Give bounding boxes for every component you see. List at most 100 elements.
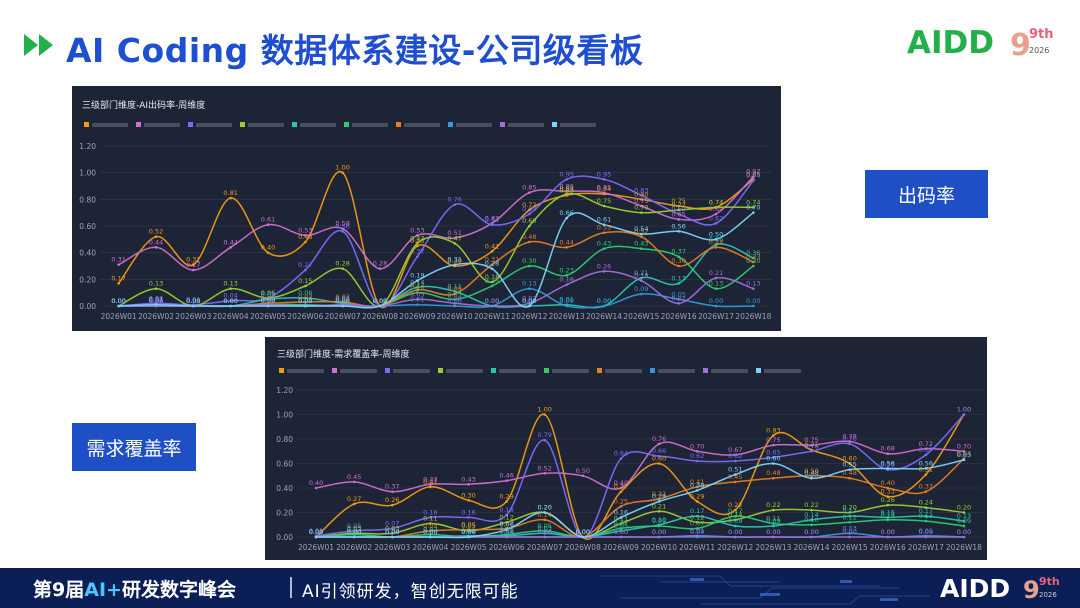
series-line[interactable] [118,270,754,307]
data-point[interactable] [266,223,270,226]
data-point[interactable] [772,434,775,437]
data-point[interactable] [733,508,737,512]
data-point[interactable] [429,529,432,533]
data-point[interactable] [453,203,456,206]
data-point[interactable] [772,443,775,447]
data-point[interactable] [695,489,699,492]
data-point[interactable] [304,234,307,237]
series-line[interactable] [118,176,754,271]
data-point[interactable] [924,467,928,470]
data-point[interactable] [695,485,699,489]
data-point[interactable] [117,263,120,266]
data-point[interactable] [677,298,680,301]
data-point[interactable] [695,449,699,453]
legend-swatch[interactable] [332,368,337,373]
data-point[interactable] [886,452,890,455]
data-point[interactable] [467,535,470,539]
data-point[interactable] [677,230,680,233]
data-point[interactable] [390,490,394,493]
legend-swatch[interactable] [292,122,297,127]
data-point[interactable] [581,535,585,539]
data-point[interactable] [490,284,494,288]
series-line[interactable] [315,440,964,493]
data-point[interactable] [602,247,606,250]
data-point[interactable] [619,529,623,533]
series-line[interactable] [316,413,965,538]
data-point[interactable] [192,263,195,266]
data-point[interactable] [528,224,531,228]
data-point[interactable] [886,518,890,522]
data-point[interactable] [733,459,737,463]
data-point[interactable] [416,291,419,294]
legend-swatch[interactable] [597,368,602,373]
data-point[interactable] [602,204,606,208]
data-point[interactable] [714,276,718,280]
data-point[interactable] [565,178,568,181]
data-point[interactable] [378,304,382,308]
data-point[interactable] [810,535,813,539]
data-point[interactable] [772,524,775,528]
data-point[interactable] [505,533,508,536]
data-point[interactable] [886,516,890,519]
data-point[interactable] [416,298,419,301]
data-point[interactable] [695,527,699,530]
data-point[interactable] [733,524,737,528]
legend-swatch[interactable] [703,368,708,373]
legend-swatch[interactable] [438,368,443,373]
data-point[interactable] [772,522,775,525]
data-point[interactable] [886,486,890,490]
data-point[interactable] [640,279,643,282]
data-point[interactable] [848,440,851,443]
data-point[interactable] [714,212,718,216]
data-point[interactable] [602,231,606,234]
data-point[interactable] [640,292,643,296]
data-point[interactable] [657,509,661,513]
data-point[interactable] [752,264,755,268]
legend-swatch[interactable] [385,368,390,373]
data-point[interactable] [490,280,494,284]
data-point[interactable] [543,535,547,539]
data-point[interactable] [467,483,470,486]
data-point[interactable] [619,516,623,519]
data-point[interactable] [341,267,344,270]
data-point[interactable] [657,454,661,458]
data-point[interactable] [752,175,755,178]
data-point[interactable] [962,524,966,528]
data-point[interactable] [810,508,813,512]
data-point[interactable] [304,296,307,300]
data-point[interactable] [619,457,623,460]
data-point[interactable] [640,211,643,214]
data-point[interactable] [528,264,531,268]
data-point[interactable] [772,476,775,480]
data-point[interactable] [266,298,270,301]
data-point[interactable] [304,300,307,304]
legend-swatch[interactable] [756,368,761,373]
data-point[interactable] [640,247,643,250]
data-point[interactable] [886,495,890,498]
series-line[interactable] [118,245,754,308]
data-point[interactable] [752,304,755,308]
data-point[interactable] [962,458,966,462]
data-point[interactable] [848,511,851,514]
data-point[interactable] [229,304,232,308]
data-point[interactable] [528,212,531,216]
data-point[interactable] [924,473,928,476]
data-point[interactable] [453,290,456,293]
data-point[interactable] [528,304,531,308]
data-point[interactable] [304,304,307,308]
data-point[interactable] [390,535,394,539]
data-point[interactable] [924,514,928,518]
data-point[interactable] [848,468,851,471]
data-point[interactable] [528,240,531,244]
data-point[interactable] [314,535,318,539]
data-point[interactable] [886,503,890,507]
data-point[interactable] [416,288,419,292]
data-point[interactable] [602,191,606,194]
data-point[interactable] [752,260,755,264]
data-point[interactable] [695,514,699,518]
data-point[interactable] [352,535,356,539]
data-point[interactable] [429,533,432,536]
data-point[interactable] [640,235,643,238]
data-point[interactable] [848,514,851,518]
data-point[interactable] [490,304,494,308]
